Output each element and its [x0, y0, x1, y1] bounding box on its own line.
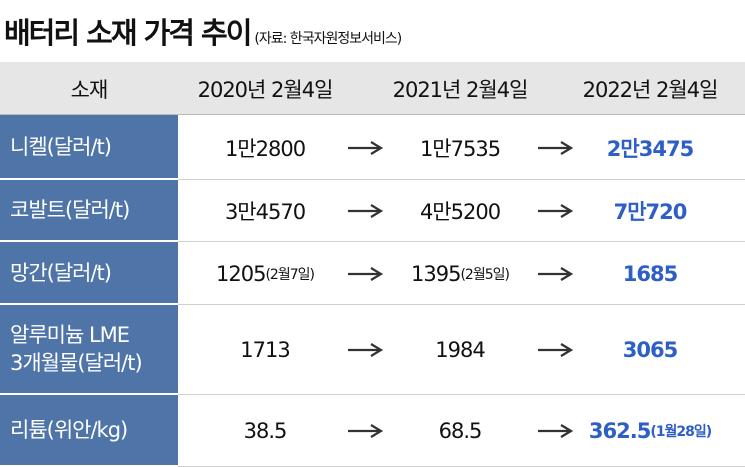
value-cell: 1395 (2월5일) — [365, 242, 555, 305]
value-note: (2월7일) — [265, 266, 314, 283]
value: 4만5200 — [419, 200, 501, 224]
value-cell: 3만4570 — [170, 180, 360, 242]
material-text: 3개월물(달러/t) — [10, 351, 143, 375]
value: 1만7535 — [419, 136, 501, 161]
value-note: (1월28일) — [650, 424, 712, 440]
material-cell: 알루미늄 LME 3개월물(달러/t) — [0, 305, 178, 395]
value: 3만4570 — [224, 200, 306, 224]
value-cell: 1만7535 — [365, 115, 555, 180]
material-line: 코발트(달러/t) — [10, 196, 130, 224]
arrow — [538, 204, 573, 218]
source: (자료: 한국자원정보서비스) — [254, 31, 402, 47]
value: 38.5 — [243, 419, 288, 443]
value: 2만3475 — [606, 136, 694, 161]
value-cell: 1만2800 — [170, 115, 360, 180]
value: 1395 — [411, 261, 461, 286]
value: 3065 — [622, 338, 678, 362]
header-cell: 2021년 2월4일 — [370, 62, 550, 115]
value-cell: 362.5 (1월28일) — [555, 395, 745, 467]
value-cell: 1685 — [555, 242, 745, 305]
material-line: 니켈(달러/t) — [10, 133, 112, 161]
value-cell: 68.5 — [365, 395, 555, 467]
row-line — [178, 115, 745, 180]
material-line: 알루미늄 LME — [10, 321, 130, 349]
material-line: 3개월물(달러/t) — [10, 349, 143, 377]
value-cell: 4만5200 — [365, 180, 555, 242]
value: 1685 — [622, 261, 678, 286]
value: 1984 — [435, 338, 485, 362]
value-cell: 1713 — [170, 305, 360, 395]
value: 1205 — [216, 261, 266, 286]
arrow — [348, 204, 383, 218]
row-line — [178, 305, 745, 395]
material-cell: 니켈(달러/t) — [0, 115, 178, 180]
header-cell: 소재 — [0, 62, 179, 115]
material-line: 망간(달러/t) — [10, 259, 112, 287]
arrow — [348, 266, 383, 281]
arrow — [348, 343, 383, 357]
value: 1만2800 — [224, 136, 306, 161]
material-text: 알루미늄 LME — [10, 323, 130, 347]
value-cell: 7만720 — [555, 180, 745, 242]
arrow — [348, 424, 383, 438]
material-text: 니켈(달러/t) — [10, 134, 112, 159]
header-cell: 2020년 2월4일 — [175, 62, 355, 115]
value-cell: 3065 — [555, 305, 745, 395]
arrow — [538, 424, 573, 438]
material-text: 코발트(달러/t) — [10, 198, 130, 222]
value-cell: 2만3475 — [555, 115, 745, 180]
value-note: (2월5일) — [460, 266, 509, 283]
row-line — [178, 180, 745, 242]
header-text: 2022년 2월4일 — [582, 77, 719, 102]
material-line: 리튬(위안/kg) — [10, 416, 128, 444]
header-row — [0, 62, 745, 115]
value: 7만720 — [613, 200, 688, 224]
title: 배터리 소재 가격 추이 — [4, 16, 252, 50]
arrow — [348, 140, 383, 155]
header-text: 2020년 2월4일 — [197, 77, 334, 102]
value-cell: 1984 — [365, 305, 555, 395]
arrow — [538, 140, 573, 155]
arrow — [538, 343, 573, 357]
value: 68.5 — [438, 419, 483, 443]
header-cell: 2022년 2월4일 — [560, 62, 740, 115]
material-cell: 망간(달러/t) — [0, 242, 178, 305]
material-text: 망간(달러/t) — [10, 260, 112, 285]
material-cell: 리튬(위안/kg) — [0, 395, 178, 467]
title-block: 배터리 소재 가격 추이 (자료: 한국자원정보서비스) — [4, 10, 402, 52]
material-text: 리튬(위안/kg) — [10, 418, 128, 442]
material-cell: 코발트(달러/t) — [0, 180, 178, 242]
value: 1713 — [240, 338, 290, 362]
value-cell: 1205 (2월7일) — [170, 242, 360, 305]
header-text: 2021년 2월4일 — [392, 77, 529, 102]
arrow — [538, 266, 573, 281]
row-line — [178, 242, 745, 305]
value-cell: 38.5 — [170, 395, 360, 467]
value: 362.5 — [588, 419, 651, 443]
header-text: 소재 — [70, 77, 109, 102]
